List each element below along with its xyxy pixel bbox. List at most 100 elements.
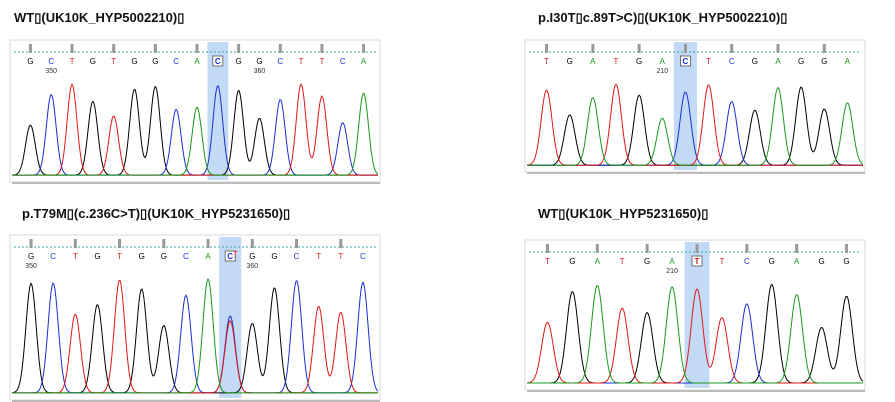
base-call: T bbox=[695, 257, 700, 266]
figure: WT▯(UK10K_HYP5002210)▯ G C T G T G G C A C G G C T T C A 3… bbox=[0, 0, 895, 402]
base-call: T bbox=[299, 57, 304, 66]
ruler-tick bbox=[237, 44, 240, 53]
base-call: C bbox=[683, 57, 689, 66]
base-call: G bbox=[27, 57, 33, 66]
base-call: A bbox=[775, 57, 781, 66]
base-call: G bbox=[818, 257, 824, 266]
base-call: G bbox=[644, 257, 650, 266]
base-call: G bbox=[752, 57, 758, 66]
base-call: A bbox=[794, 257, 800, 266]
ruler-tick bbox=[591, 44, 594, 53]
base-call: G bbox=[131, 57, 137, 66]
ruler-tick bbox=[118, 239, 121, 248]
base-call: G bbox=[769, 257, 775, 266]
alt-base-call: T bbox=[233, 250, 238, 259]
base-call: T bbox=[70, 57, 75, 66]
ruler-tick bbox=[30, 239, 33, 248]
ruler-tick bbox=[745, 244, 748, 253]
ruler-tick bbox=[320, 44, 323, 53]
ruler-tick bbox=[823, 44, 826, 53]
ruler-tick bbox=[545, 44, 548, 53]
ruler-tick bbox=[362, 44, 365, 53]
base-call: T bbox=[316, 252, 321, 261]
ruler-tick bbox=[730, 44, 733, 53]
position-label: 360 bbox=[254, 68, 266, 75]
base-call: C bbox=[215, 57, 221, 66]
position-label: 360 bbox=[246, 263, 258, 270]
base-call: G bbox=[271, 252, 277, 261]
position-label: 350 bbox=[25, 263, 37, 270]
base-call: C bbox=[340, 57, 346, 66]
ruler-tick bbox=[546, 244, 549, 253]
base-call: G bbox=[236, 57, 242, 66]
base-call: T bbox=[338, 252, 343, 261]
panel-title: p.I30T▯c.89T>C)▯(UK10K_HYP5002210)▯ bbox=[538, 10, 787, 25]
base-call: T bbox=[614, 57, 619, 66]
base-call: C bbox=[183, 252, 189, 261]
ruler-tick bbox=[295, 239, 298, 248]
panel-title: WT▯(UK10K_HYP5002210)▯ bbox=[14, 10, 184, 25]
ruler-tick bbox=[696, 244, 699, 253]
base-call: A bbox=[590, 57, 596, 66]
panel-title: WT▯(UK10K_HYP5231650)▯ bbox=[538, 206, 708, 221]
position-label: 350 bbox=[45, 68, 57, 75]
ruler-tick bbox=[196, 44, 199, 53]
chromatogram-panel: p.T79M▯(c.236C>T)▯(UK10K_HYP5231650)▯ G C T… bbox=[10, 206, 380, 401]
base-call: T bbox=[544, 57, 549, 66]
base-call: T bbox=[545, 257, 550, 266]
panel-frame bbox=[10, 235, 380, 400]
base-call: A bbox=[669, 257, 675, 266]
base-call: T bbox=[620, 257, 625, 266]
base-call: C bbox=[173, 57, 179, 66]
position-label: 210 bbox=[656, 68, 668, 75]
base-call: C bbox=[48, 57, 54, 66]
base-call: G bbox=[139, 252, 145, 261]
base-call: G bbox=[821, 57, 827, 66]
base-call: A bbox=[194, 57, 200, 66]
base-call: G bbox=[161, 252, 167, 261]
ruler-tick bbox=[845, 244, 848, 253]
base-call: G bbox=[28, 252, 34, 261]
base-call: G bbox=[90, 57, 96, 66]
base-call: T bbox=[719, 257, 724, 266]
ruler-tick bbox=[29, 44, 32, 53]
base-call: T bbox=[73, 252, 78, 261]
base-call: G bbox=[567, 57, 573, 66]
position-label: 210 bbox=[666, 268, 678, 275]
ruler-tick bbox=[638, 44, 641, 53]
base-call: C bbox=[294, 252, 300, 261]
base-call: T bbox=[111, 57, 116, 66]
ruler-tick bbox=[279, 44, 282, 53]
ruler-tick bbox=[154, 44, 157, 53]
base-call: G bbox=[249, 252, 255, 261]
ruler-tick bbox=[684, 44, 687, 53]
ruler-tick bbox=[596, 244, 599, 253]
ruler-tick bbox=[795, 244, 798, 253]
base-call: T bbox=[706, 57, 711, 66]
ruler-tick bbox=[207, 239, 210, 248]
chromatogram-panel: p.I30T▯c.89T>C)▯(UK10K_HYP5002210)▯ T G A T G… bbox=[525, 10, 865, 173]
base-call: A bbox=[595, 257, 601, 266]
base-call: G bbox=[569, 257, 575, 266]
base-call: G bbox=[843, 257, 849, 266]
base-call: G bbox=[94, 252, 100, 261]
base-call: A bbox=[361, 57, 367, 66]
ruler-tick bbox=[71, 44, 74, 53]
base-call: C bbox=[360, 252, 366, 261]
base-call: T bbox=[117, 252, 122, 261]
base-call: C bbox=[729, 57, 735, 66]
chromatogram-panel: WT▯(UK10K_HYP5002210)▯ G C T G T G G C A C G G C T T C A 3… bbox=[10, 10, 380, 183]
ruler-tick bbox=[112, 44, 115, 53]
base-call: A bbox=[845, 57, 851, 66]
base-call: C bbox=[277, 57, 283, 66]
ruler-tick bbox=[777, 44, 780, 53]
base-call: C bbox=[50, 252, 56, 261]
base-call: G bbox=[256, 57, 262, 66]
panel-title: p.T79M▯(c.236C>T)▯(UK10K_HYP5231650)▯ bbox=[22, 206, 290, 221]
base-call: G bbox=[152, 57, 158, 66]
base-call: T bbox=[319, 57, 324, 66]
base-call: G bbox=[798, 57, 804, 66]
base-call: A bbox=[660, 57, 666, 66]
ruler-tick bbox=[74, 239, 77, 248]
